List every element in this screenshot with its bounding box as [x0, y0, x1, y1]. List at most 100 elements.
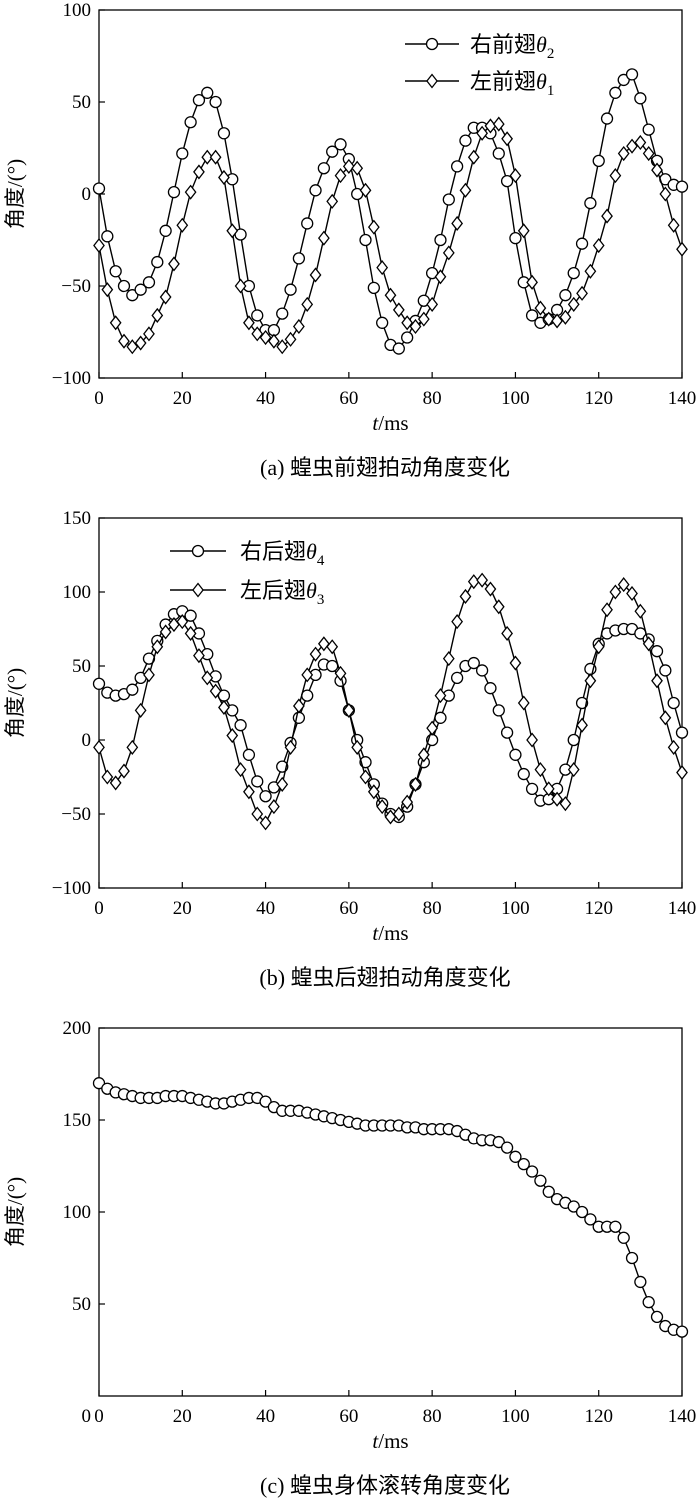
- diamond-marker: [567, 296, 580, 312]
- diamond-marker: [426, 296, 439, 312]
- circle-marker: [567, 266, 580, 280]
- diamond-marker: [276, 776, 289, 792]
- circle-marker: [575, 1205, 589, 1219]
- x-tick-label: 140: [668, 898, 697, 919]
- circle-marker: [675, 726, 689, 739]
- circle-marker: [309, 184, 322, 197]
- circle-marker: [376, 316, 389, 329]
- origin-label: 0: [82, 1406, 92, 1427]
- diamond-marker: [184, 625, 197, 641]
- diamond-marker: [201, 670, 214, 686]
- legend-label: 右前翅θ2: [470, 32, 554, 62]
- diamond-marker: [617, 577, 630, 593]
- circle-marker: [500, 1141, 514, 1154]
- diamond-marker: [442, 651, 455, 667]
- diamond-marker: [626, 138, 638, 154]
- circle-marker: [675, 1325, 689, 1338]
- x-tick-label: 40: [256, 388, 275, 409]
- circle-marker: [359, 233, 372, 247]
- circle-marker: [492, 1135, 505, 1149]
- circle-marker: [667, 696, 680, 710]
- diamond-marker: [334, 665, 347, 681]
- circle-marker: [634, 92, 647, 105]
- diamond-marker: [376, 799, 389, 815]
- circle-marker: [126, 289, 139, 302]
- x-tick-label: 100: [501, 898, 530, 919]
- circle-marker: [509, 748, 522, 761]
- diamond-marker: [467, 574, 480, 590]
- y-tick-label: 150: [63, 508, 92, 529]
- diamond-marker: [492, 116, 505, 132]
- diamond-marker: [259, 815, 272, 831]
- x-tick-label: 60: [339, 1406, 358, 1427]
- diamond-marker: [476, 125, 489, 141]
- diamond-marker: [209, 683, 222, 699]
- chart-3: 0 20 40 60 80 100 120 140 50 100 150 200 0 t/ms 角度/(°)…: [3, 1018, 696, 1498]
- circle-marker: [217, 127, 231, 140]
- diamond-marker: [376, 260, 389, 276]
- diamond-marker: [151, 307, 164, 323]
- diamond-marker: [226, 728, 239, 744]
- circle-marker: [650, 1310, 664, 1324]
- circle-marker: [101, 230, 114, 243]
- x-tick-label: 140: [668, 388, 697, 409]
- legend-marker: [191, 544, 205, 558]
- circle-marker: [259, 1095, 272, 1108]
- diamond-marker: [168, 617, 180, 633]
- diamond-marker: [517, 223, 530, 239]
- chart-1: 0 20 40 60 80 100 120 140 −100 −50 0 50 100 t/ms 角度/(°…: [3, 0, 696, 480]
- diamond-marker: [609, 584, 622, 600]
- y-tick-label: 200: [63, 1018, 92, 1039]
- diamond-marker: [459, 588, 472, 604]
- diamond-marker: [634, 134, 647, 151]
- diamond-marker: [392, 302, 405, 318]
- circle-marker: [92, 1077, 106, 1090]
- circle-marker: [484, 682, 497, 695]
- y-tick-label: 100: [63, 582, 92, 603]
- x-tick-label: 40: [256, 1406, 275, 1427]
- diamond-marker: [559, 309, 572, 325]
- diamond-marker: [276, 339, 289, 355]
- diamond-marker: [584, 673, 597, 689]
- diamond-marker: [351, 739, 364, 755]
- circle-marker: [142, 276, 156, 289]
- diamond-marker: [209, 149, 222, 165]
- circle-marker: [276, 307, 289, 320]
- diamond-marker: [592, 237, 605, 254]
- circle-marker: [92, 677, 106, 690]
- diamond-marker: [667, 217, 680, 233]
- diamond-marker: [642, 636, 655, 652]
- diamond-marker: [551, 313, 563, 329]
- diamond-marker: [576, 717, 588, 733]
- circle-marker: [292, 252, 306, 265]
- x-tick-label: 120: [584, 1406, 613, 1427]
- diamond-marker: [359, 182, 372, 198]
- diamond-marker: [326, 193, 339, 209]
- diamond-marker: [243, 315, 255, 331]
- diamond-marker: [234, 762, 247, 778]
- diamond-marker: [126, 339, 139, 355]
- circle-marker: [659, 664, 672, 677]
- diamond-marker: [626, 585, 638, 602]
- diamond-marker: [259, 329, 272, 346]
- y-tick-label: 50: [72, 92, 91, 113]
- y-tick-label: −100: [52, 368, 91, 389]
- circle-marker: [184, 609, 197, 622]
- diamond-marker: [193, 648, 205, 664]
- circle-marker: [642, 1296, 655, 1309]
- circle-marker: [675, 180, 689, 193]
- circle-marker: [251, 775, 264, 788]
- y-tick-label: 150: [63, 1110, 92, 1131]
- x-tick-label: 100: [501, 1406, 530, 1427]
- diamond-marker: [526, 274, 538, 290]
- diamond-marker: [417, 747, 430, 763]
- diamond-marker: [601, 602, 613, 618]
- legend-marker: [425, 37, 439, 51]
- series-1: [92, 605, 689, 824]
- circle-marker: [176, 147, 189, 160]
- diamond-marker: [392, 806, 405, 822]
- diamond-marker: [134, 335, 147, 351]
- diamond-marker: [501, 625, 513, 641]
- circle-marker: [650, 645, 664, 658]
- diamond-marker: [159, 624, 172, 640]
